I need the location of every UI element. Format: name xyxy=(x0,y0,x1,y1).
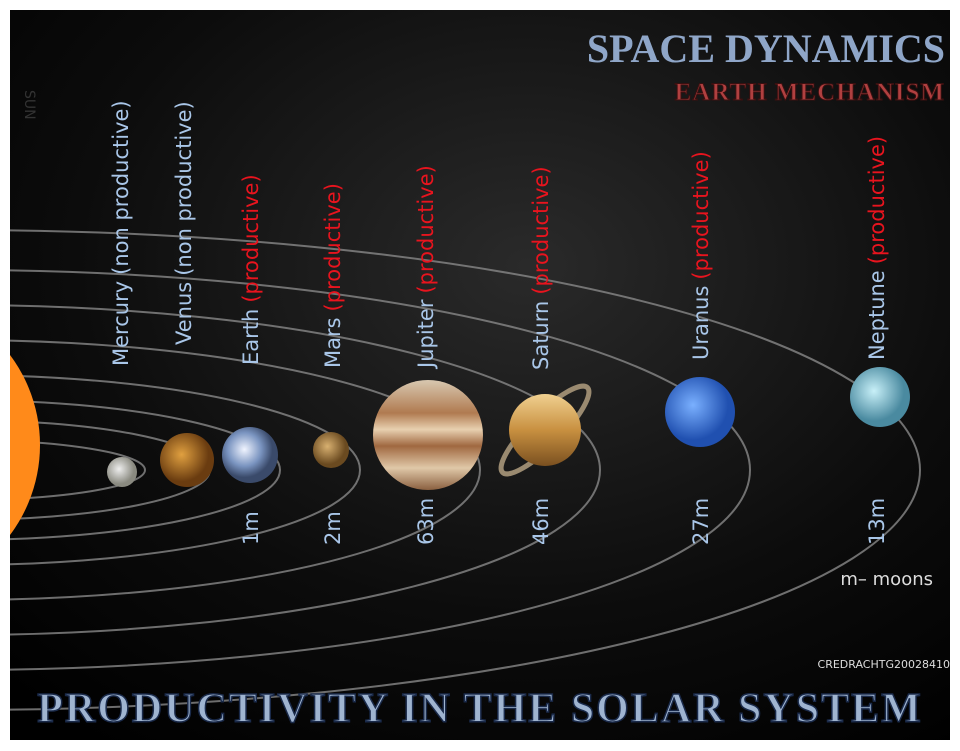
planet-status: (productive) xyxy=(865,136,889,264)
sun-label: SUN xyxy=(21,90,37,120)
planet-label: Mars (productive) xyxy=(321,183,345,368)
planet-name: Jupiter xyxy=(414,299,438,370)
neptune xyxy=(850,367,910,427)
planet-label: Mercury (non productive) xyxy=(109,100,133,366)
planet-label: Neptune (productive) xyxy=(865,136,889,360)
moon-count: 1m xyxy=(239,511,263,545)
credit: CREDRACHTG20028410 xyxy=(818,658,950,671)
planet-status: (non productive) xyxy=(172,101,196,275)
planet-label: Saturn (productive) xyxy=(529,166,553,370)
legend: m– moons xyxy=(840,569,933,590)
planet-status: (productive) xyxy=(414,165,438,293)
jupiter xyxy=(373,380,483,490)
uranus xyxy=(665,377,735,447)
title: SPACE DYNAMICS xyxy=(587,26,945,71)
venus xyxy=(160,433,214,487)
planet-name: Venus xyxy=(172,282,196,345)
earth xyxy=(222,427,278,483)
planet-status: (non productive) xyxy=(109,100,133,274)
moon-count: 46m xyxy=(529,498,553,545)
planet-name: Uranus xyxy=(689,286,713,360)
planet-name: Neptune xyxy=(865,270,889,360)
planet-label: Venus (non productive) xyxy=(172,101,196,345)
planet-label: Jupiter (productive) xyxy=(414,165,438,370)
planet-name: Mercury xyxy=(109,281,133,366)
sun xyxy=(10,355,40,535)
planet-name: Earth xyxy=(239,309,263,365)
moon-count: 27m xyxy=(689,498,713,545)
planet-labels: Mercury (non productive) Venus (non product… xyxy=(109,100,889,545)
planet-name: Saturn xyxy=(529,301,553,370)
planet-status: (productive) xyxy=(321,183,345,311)
moon-count: 63m xyxy=(414,498,438,545)
planet-name: Mars xyxy=(321,317,345,368)
moon-count: 13m xyxy=(865,498,889,545)
footer-title: PRODUCTIVITY IN THE SOLAR SYSTEM xyxy=(37,686,923,732)
subtitle: EARTH MECHANISM xyxy=(675,79,945,106)
background xyxy=(10,10,950,740)
planet-status: (productive) xyxy=(239,174,263,302)
mercury xyxy=(107,457,137,487)
moon-count: 2m xyxy=(321,511,345,545)
planet-status: (productive) xyxy=(689,151,713,279)
mars xyxy=(313,432,349,468)
planet-status: (productive) xyxy=(529,166,553,294)
saturn xyxy=(509,394,581,466)
planet-label: Uranus (productive) xyxy=(689,151,713,360)
planet-label: Earth (productive) xyxy=(239,174,263,365)
